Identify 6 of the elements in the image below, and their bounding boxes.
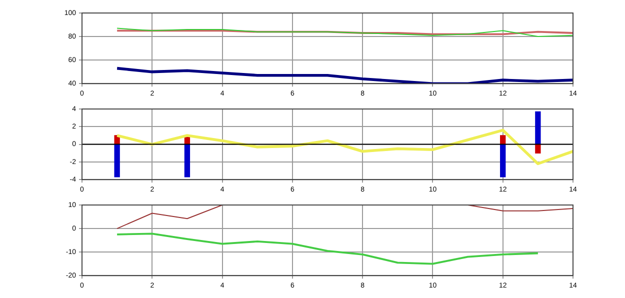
bar <box>500 144 506 178</box>
bar <box>535 144 541 154</box>
bar <box>114 144 120 178</box>
bar <box>184 144 190 178</box>
bar <box>500 135 506 144</box>
bar <box>535 111 541 144</box>
